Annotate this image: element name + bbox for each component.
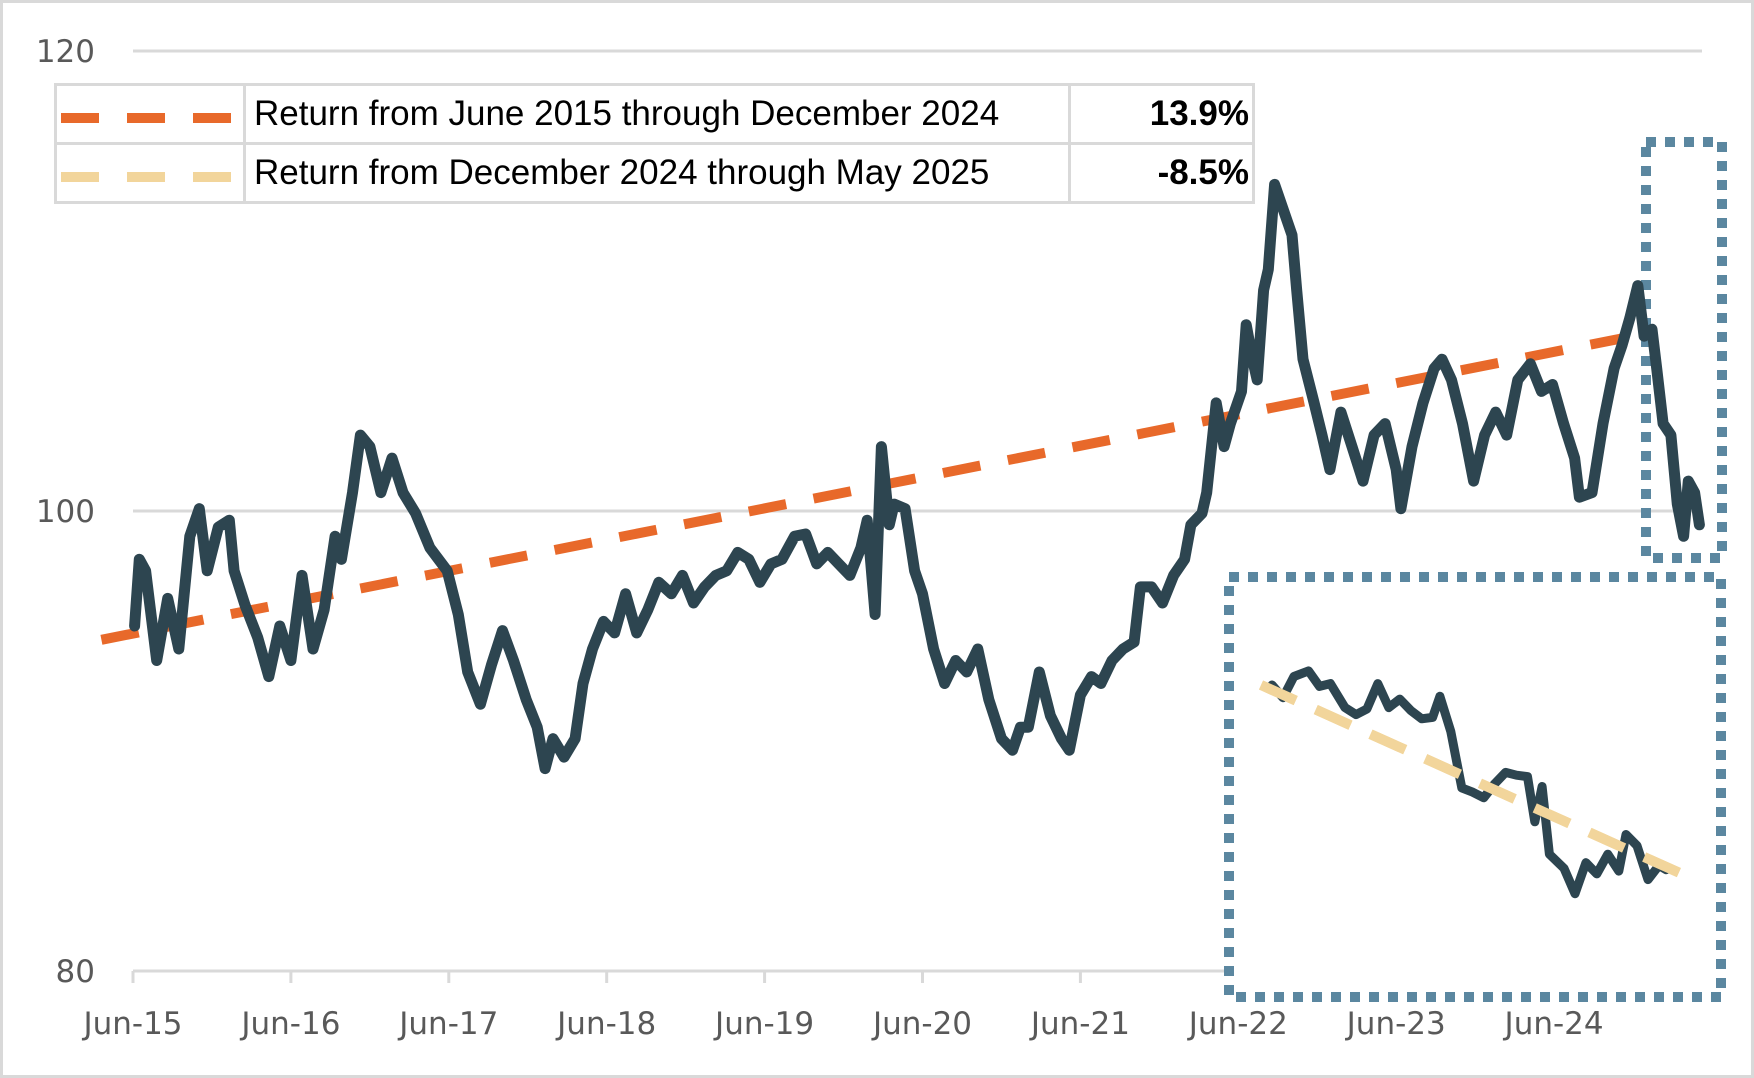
x-axis: Jun-15 Jun-16 Jun-17 Jun-18 Jun-19 Jun-20 Jun-… <box>81 971 1604 1042</box>
inset-panel <box>1224 137 1727 1002</box>
x-tick-label: Jun-22 <box>1187 1006 1288 1042</box>
x-tick-label: Jun-24 <box>1503 1006 1604 1042</box>
inset-trend-line-overlay <box>1259 680 1691 882</box>
x-tick-label: Jun-17 <box>397 1006 498 1042</box>
highlight-box <box>1641 137 1727 563</box>
x-tick-label: Jun-23 <box>1345 1006 1446 1042</box>
x-tick-label: Jun-19 <box>713 1006 814 1042</box>
y-tick-label: 80 <box>56 954 95 990</box>
y-tick-label: 100 <box>36 494 95 530</box>
legend-value: 13.9% <box>1068 83 1255 145</box>
legend-swatch <box>54 142 246 204</box>
series-group <box>100 178 1705 775</box>
legend-label: Return from June 2015 through December 2… <box>243 83 1071 145</box>
index-series-line <box>129 178 1705 775</box>
legend-row: Return from December 2024 through May 20… <box>54 142 1255 204</box>
orange-dash-icon <box>61 113 233 123</box>
inset-box <box>1224 572 1726 1002</box>
y-tick-label: 120 <box>36 34 95 70</box>
inset-series-line <box>1267 666 1671 899</box>
legend-value: -8.5% <box>1068 142 1255 204</box>
x-tick-label: Jun-15 <box>81 1006 182 1042</box>
x-tick-label: Jun-18 <box>555 1006 656 1042</box>
legend-table: Return from June 2015 through December 2… <box>54 83 1255 204</box>
x-tick-label: Jun-16 <box>239 1006 340 1042</box>
legend-row: Return from June 2015 through December 2… <box>54 83 1255 145</box>
x-tick-label: Jun-20 <box>871 1006 972 1042</box>
y-axis-ticks: 80 100 120 <box>36 34 95 990</box>
x-tick-label: Jun-21 <box>1029 1006 1130 1042</box>
legend-label: Return from December 2024 through May 20… <box>243 142 1071 204</box>
legend-swatch <box>54 83 246 145</box>
yellow-dash-icon <box>61 172 233 182</box>
